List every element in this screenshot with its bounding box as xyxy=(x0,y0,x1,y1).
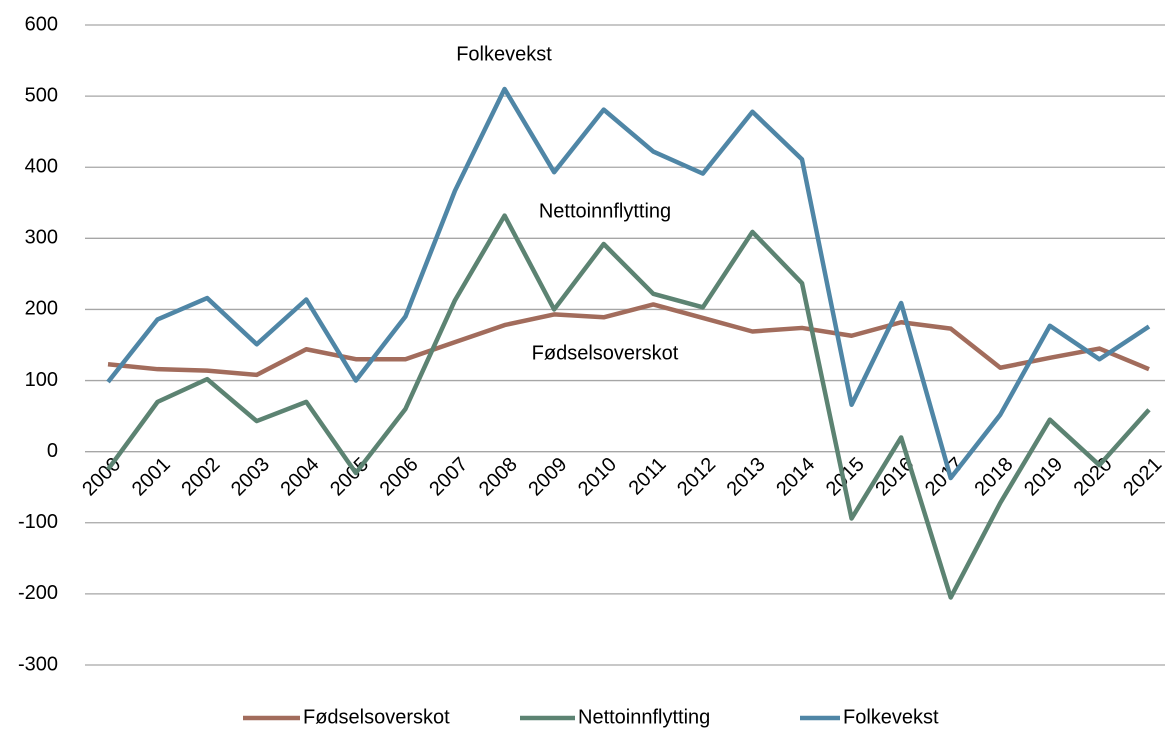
x-tick-label: 2012 xyxy=(673,453,720,500)
x-tick-label: 2003 xyxy=(227,453,274,500)
y-tick-label: 600 xyxy=(25,13,58,35)
y-tick-label: -100 xyxy=(18,511,58,533)
y-tick-label: -300 xyxy=(18,653,58,675)
y-tick-label: 300 xyxy=(25,227,58,249)
x-tick-label: 2021 xyxy=(1119,453,1166,500)
annotation: Fødselsoverskot xyxy=(532,342,679,364)
x-tick-label: 2013 xyxy=(723,453,770,500)
annotation: Folkevekst xyxy=(456,43,552,65)
y-tick-label: 200 xyxy=(25,298,58,320)
y-tick-label: -200 xyxy=(18,582,58,604)
x-tick-label: 2006 xyxy=(376,453,423,500)
annotation: Nettoinnflytting xyxy=(539,200,671,222)
y-tick-label: 0 xyxy=(47,440,58,462)
x-tick-label: 2007 xyxy=(425,453,472,500)
series-line xyxy=(106,86,1151,481)
x-tick-label: 2004 xyxy=(277,453,324,500)
x-tick-label: 2018 xyxy=(971,453,1018,500)
x-tick-label: 2001 xyxy=(128,453,175,500)
series-line xyxy=(106,213,1151,600)
legend-label: Fødselsoverskot xyxy=(303,706,450,728)
y-tick-label: 100 xyxy=(25,369,58,391)
x-tick-label: 2009 xyxy=(524,453,571,500)
x-tick-label: 2000 xyxy=(78,453,125,500)
y-tick-label: 400 xyxy=(25,156,58,178)
series-line xyxy=(107,302,1150,378)
x-tick-label: 2002 xyxy=(177,453,224,500)
x-tick-label: 2010 xyxy=(574,453,621,500)
legend-label: Nettoinnflytting xyxy=(578,706,710,728)
y-tick-label: 500 xyxy=(25,84,58,106)
legend-label: Folkevekst xyxy=(843,706,939,728)
x-tick-label: 2011 xyxy=(625,453,671,499)
x-tick-label: 2008 xyxy=(475,453,522,500)
x-tick-label: 2014 xyxy=(772,453,819,500)
